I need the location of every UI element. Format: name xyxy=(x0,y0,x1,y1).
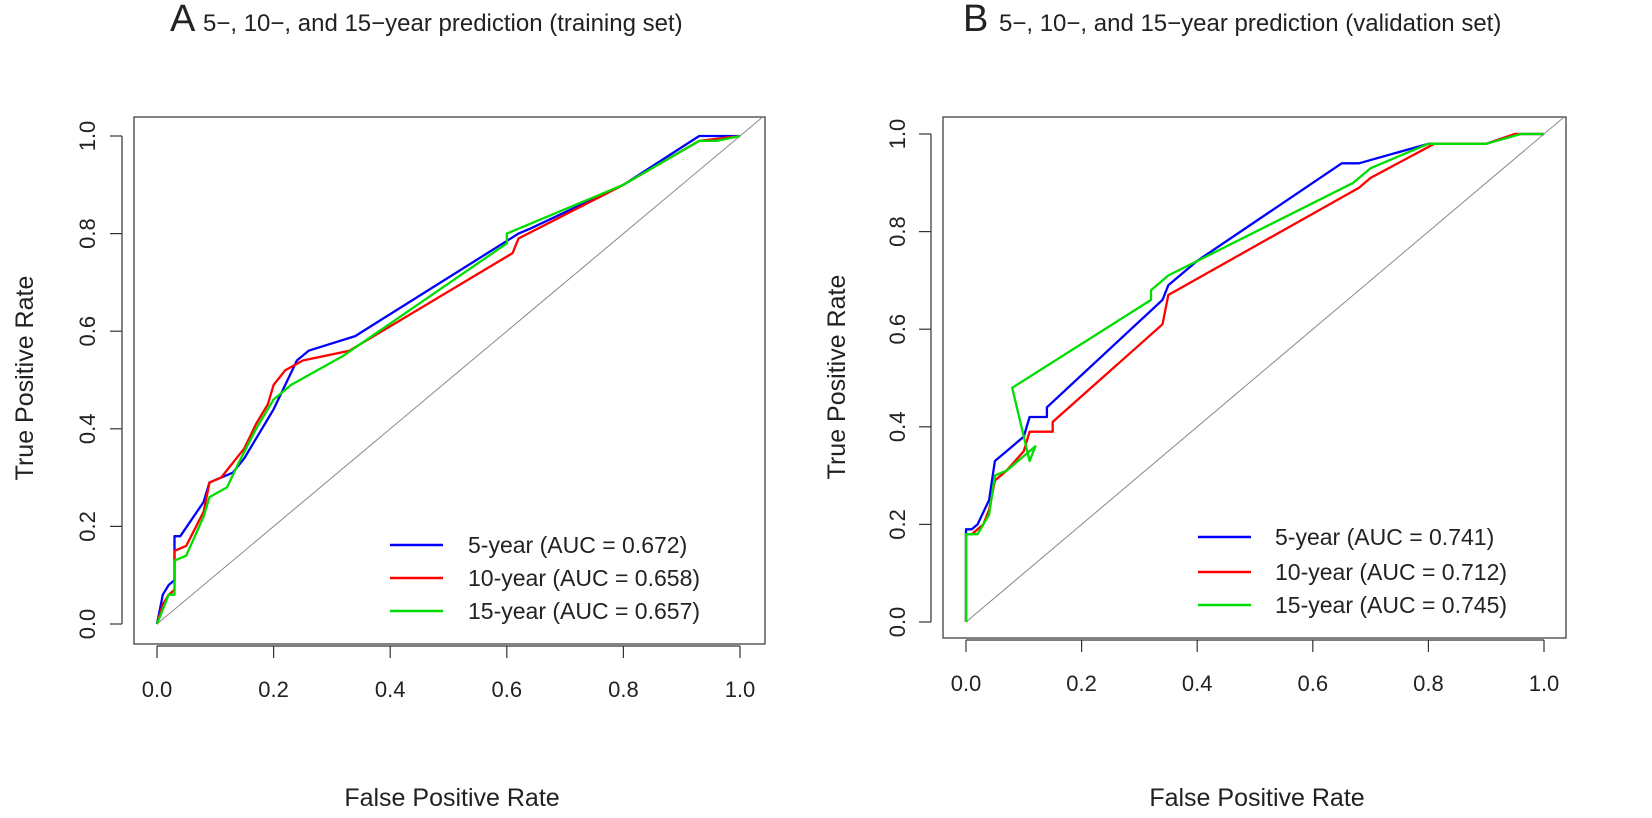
panel-a-legend-label-10-year: 10-year (AUC = 0.658) xyxy=(468,565,700,591)
panel-a-y-tick-label: 0.8 xyxy=(75,218,100,249)
panel-a-title: 5−, 10−, and 15−year prediction (trainin… xyxy=(203,10,683,37)
panel-a-legend-label-5-year: 5-year (AUC = 0.672) xyxy=(468,532,687,558)
panel-a-x-tick-label: 0.4 xyxy=(375,677,406,702)
panel-b-x-tick-label: 0.4 xyxy=(1182,671,1213,696)
panel-b-diagonal-reference xyxy=(965,116,1565,623)
panel-b-y-tick-label: 0.8 xyxy=(885,216,910,247)
panel-b-plot-area: 0.0 0.2 0.4 0.6 0.8 1.0 0.0 0.2 0.4 0.6 0.8 1.0 5-ye… xyxy=(885,116,1567,696)
panel-b-validation: B 5−, 10−, and 15−year prediction (valid… xyxy=(823,0,1567,812)
panel-b-series-5-year xyxy=(964,132,1544,622)
panel-b-y-tick-label: 0.6 xyxy=(885,314,910,345)
panel-a-plot-frame xyxy=(133,116,766,645)
panel-b-plot-frame xyxy=(942,116,1567,639)
panel-b-y-tick-label: 0.2 xyxy=(885,509,910,540)
panel-b-x-tick-label: 0.6 xyxy=(1298,671,1329,696)
panel-b-title: 5−, 10−, and 15−year prediction (validat… xyxy=(999,10,1501,37)
panel-a-x-axis-title: False Positive Rate xyxy=(344,784,559,812)
panel-a-y-tick-label: 1.0 xyxy=(75,121,100,152)
panel-a-y-tick-label: 0.4 xyxy=(75,414,100,445)
panel-a-series-15-year xyxy=(155,134,741,625)
panel-a-x-tick-label: 1.0 xyxy=(725,677,756,702)
panel-b-y-axis-title: True Positive Rate xyxy=(823,275,851,480)
panel-b-y-tick-label: 0.0 xyxy=(885,607,910,638)
panel-a-x-tick-label: 0.6 xyxy=(492,677,523,702)
panel-b-legend-label-15-year: 15-year (AUC = 0.745) xyxy=(1275,592,1507,618)
panel-b-series-15-year xyxy=(964,132,1544,622)
panel-a-training: A 5−, 10−, and 15−year prediction (train… xyxy=(11,0,766,812)
panel-a-y-tick-label: 0.6 xyxy=(75,316,100,347)
panel-a-x-tick-label: 0.0 xyxy=(142,677,173,702)
panel-a-y-tick-label: 0.0 xyxy=(75,609,100,640)
panel-a-x-tick-label: 0.8 xyxy=(608,677,639,702)
panel-b-x-axis-title: False Positive Rate xyxy=(1149,784,1364,812)
panel-a-x-tick-label: 0.2 xyxy=(258,677,289,702)
panel-a-plot-area: 0.0 0.2 0.4 0.6 0.8 1.0 0.0 0.2 0.4 0.6 0.8 1.0 5-ye… xyxy=(75,116,766,702)
panel-a-letter: A xyxy=(170,0,196,40)
panel-a-diagonal-reference xyxy=(156,116,764,625)
panel-a-y-axis-title: True Positive Rate xyxy=(11,276,39,481)
panel-b-x-tick-label: 1.0 xyxy=(1529,671,1560,696)
panel-a-y-tick-label: 0.2 xyxy=(75,511,100,542)
panel-b-x-tick-label: 0.2 xyxy=(1066,671,1097,696)
panel-b-x-tick-label: 0.0 xyxy=(951,671,982,696)
panel-b-x-tick-label: 0.8 xyxy=(1413,671,1444,696)
panel-b-y-tick-label: 1.0 xyxy=(885,119,910,150)
panel-b-legend-label-5-year: 5-year (AUC = 0.741) xyxy=(1275,524,1494,550)
panel-b-legend-label-10-year: 10-year (AUC = 0.712) xyxy=(1275,559,1507,585)
panel-b-letter: B xyxy=(963,0,988,40)
panel-a-legend-label-15-year: 15-year (AUC = 0.657) xyxy=(468,598,700,624)
panel-b-y-tick-label: 0.4 xyxy=(885,412,910,443)
